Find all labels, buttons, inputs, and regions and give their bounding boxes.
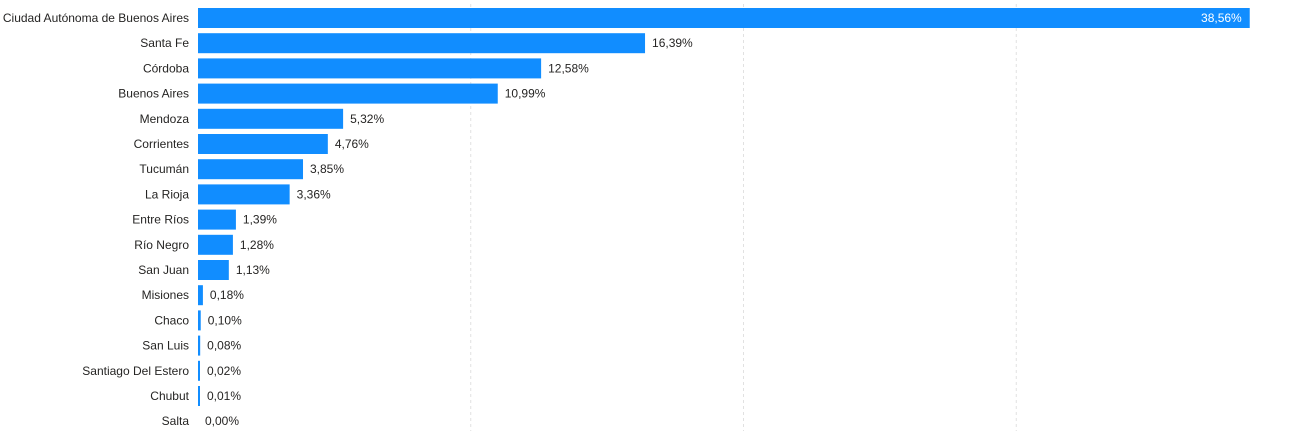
- bar[interactable]: [198, 335, 201, 356]
- bar[interactable]: [198, 58, 542, 79]
- bar[interactable]: [198, 260, 229, 280]
- data-label: 12,58%: [548, 61, 589, 75]
- data-label: 0,00%: [205, 414, 239, 428]
- bar[interactable]: [198, 209, 236, 230]
- data-label: 0,01%: [207, 389, 241, 403]
- bar[interactable]: [198, 310, 201, 331]
- data-label: 1,28%: [240, 238, 274, 252]
- category-label: Buenos Aires: [118, 87, 189, 101]
- category-label: San Juan: [138, 263, 189, 277]
- category-label: Santiago Del Estero: [82, 364, 189, 378]
- data-label: 0,10%: [208, 313, 242, 327]
- category-label: Misiones: [142, 288, 189, 302]
- gridlines: [470, 4, 1017, 431]
- category-label: Chubut: [150, 389, 189, 403]
- bar[interactable]: [198, 108, 344, 129]
- category-labels: Ciudad Autónoma de Buenos Aires Santa Fe C…: [3, 11, 190, 428]
- data-label: 1,13%: [236, 263, 270, 277]
- data-label: 4,76%: [335, 137, 369, 151]
- bar[interactable]: [198, 159, 304, 180]
- category-label: Río Negro: [134, 238, 189, 252]
- bar[interactable]: [198, 8, 1250, 28]
- data-label: 1,39%: [243, 213, 277, 227]
- data-label: 38,56%: [1201, 11, 1242, 25]
- data-labels: 38,56% 16,39% 12,58%10,99% 5,32% 4,76% 3,85% 3…: [205, 11, 1242, 428]
- data-label: 0,02%: [207, 364, 241, 378]
- data-label: 3,36%: [297, 187, 331, 201]
- bar[interactable]: [198, 33, 646, 54]
- category-label: Mendoza: [140, 112, 190, 126]
- category-label: San Luis: [142, 339, 189, 353]
- category-label: Salta: [162, 414, 190, 428]
- category-label: Tucumán: [139, 162, 189, 176]
- data-label: 5,32%: [350, 112, 384, 126]
- category-label: La Rioja: [145, 187, 189, 201]
- bar[interactable]: [198, 386, 200, 406]
- data-label: 10,99%: [505, 87, 546, 101]
- bar[interactable]: [198, 83, 498, 104]
- category-label: Corrientes: [134, 137, 189, 151]
- data-label: 3,85%: [310, 162, 344, 176]
- data-label: 16,39%: [652, 36, 693, 50]
- bar[interactable]: [198, 234, 233, 255]
- bars: [198, 8, 1250, 406]
- bar[interactable]: [198, 134, 328, 154]
- bar[interactable]: [198, 285, 203, 306]
- category-label: Ciudad Autónoma de Buenos Aires: [3, 11, 189, 25]
- category-label: Santa Fe: [140, 36, 189, 50]
- bar[interactable]: [198, 360, 200, 381]
- category-label: Córdoba: [143, 61, 189, 75]
- bar[interactable]: [198, 184, 290, 205]
- data-label: 0,18%: [210, 288, 244, 302]
- data-label: 0,08%: [207, 339, 241, 353]
- category-label: Chaco: [154, 313, 189, 327]
- category-label: Entre Ríos: [132, 213, 189, 227]
